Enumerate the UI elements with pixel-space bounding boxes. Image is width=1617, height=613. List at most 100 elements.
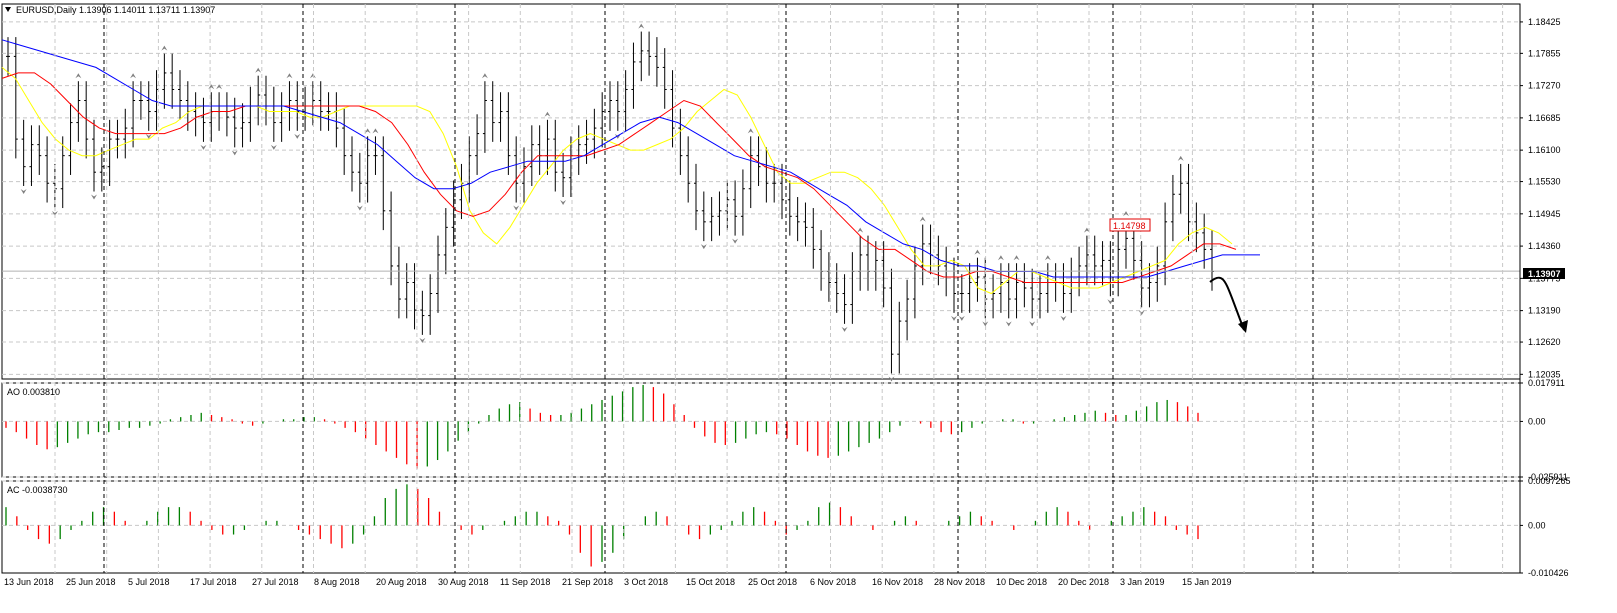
marked-price-box — [1109, 218, 1151, 232]
fractal-up-icon — [161, 45, 168, 51]
y-tick-label: 1.14945 — [1528, 209, 1561, 219]
fractal-down-icon — [20, 188, 27, 194]
y-tick-label: 1.12620 — [1528, 337, 1561, 347]
y-tick-label: -0.010426 — [1528, 568, 1569, 578]
x-tick-label: 11 Sep 2018 — [500, 577, 550, 587]
down-arrow-drawing[interactable] — [1209, 276, 1248, 333]
y-tick-label: 1.13190 — [1528, 306, 1561, 316]
ac-indicator-pane[interactable]: 0.0097265 0.00 -0.010426 — [1, 476, 1571, 578]
fractal-down-icon — [419, 337, 426, 343]
fractal-up-icon — [130, 73, 137, 79]
x-tick-label: 25 Oct 2018 — [748, 577, 797, 587]
chart-header: EURUSD,Daily 1.13906 1.14011 1.13711 1.1… — [5, 5, 215, 15]
fractal-up-icon — [638, 23, 645, 29]
fractal-down-icon — [294, 133, 301, 139]
y-tick-label: 0.00 — [1528, 520, 1546, 530]
ac-title: AC -0.0038730 — [7, 485, 68, 495]
fractal-down-icon — [1107, 299, 1114, 305]
fractal-down-icon — [951, 315, 957, 321]
moving-average-ma_mid — [1, 72, 1237, 283]
y-tick-label: 1.18425 — [1528, 17, 1561, 27]
fractal-down-icon — [700, 244, 707, 250]
fractal-down-icon — [1005, 321, 1012, 327]
current-price-text: 1.13907 — [1528, 269, 1561, 279]
fractal-down-icon — [958, 315, 965, 321]
y-tick-label: 1.14360 — [1528, 241, 1561, 251]
x-tick-label: 6 Nov 2018 — [810, 577, 856, 587]
fractal-up-icon — [309, 73, 316, 79]
pane-frame — [1, 3, 1521, 380]
ac-header: AC -0.0038730 — [7, 485, 68, 495]
marked-price-label[interactable]: 1.14798 — [1109, 218, 1151, 232]
fractal-up-icon — [919, 216, 926, 222]
y-tick-label: -0.025911 — [1528, 472, 1568, 482]
pane-frame — [1, 382, 1521, 478]
current-price-tag — [1523, 268, 1565, 279]
y-tick-label: 1.16100 — [1528, 145, 1561, 155]
fractal-up-icon — [1044, 255, 1051, 261]
ao-title: AO 0.003810 — [7, 387, 60, 397]
y-tick-label: 1.17855 — [1528, 48, 1561, 58]
fractal-up-icon — [1083, 227, 1090, 233]
fractal-down-icon — [1060, 315, 1067, 321]
y-tick-label: 0.017911 — [1528, 378, 1565, 388]
fractal-up-icon — [1123, 211, 1129, 217]
fractal-up-icon — [372, 128, 379, 134]
y-tick-label: 1.15530 — [1528, 177, 1561, 187]
fractal-up-icon — [974, 249, 981, 255]
fractal-down-icon — [1029, 321, 1036, 327]
fractal-down-icon — [982, 321, 989, 327]
fractal-down-icon — [51, 211, 58, 217]
x-tick-label: 10 Dec 2018 — [996, 577, 1047, 587]
symbol-header: EURUSD,Daily 1.13906 1.14011 1.13711 1.1… — [16, 5, 215, 15]
x-tick-label: 13 Jun 2018 — [4, 577, 54, 587]
fractal-down-icon — [732, 238, 739, 244]
x-tick-label: 28 Nov 2018 — [934, 577, 985, 587]
fractal-up-icon — [255, 67, 262, 73]
ao-header: AO 0.003810 — [7, 387, 60, 397]
ao-indicator-pane[interactable]: 0.017911 0.00 -0.025911 — [1, 378, 1568, 482]
x-tick-label: 30 Aug 2018 — [438, 577, 489, 587]
x-tick-label: 17 Jul 2018 — [190, 577, 237, 587]
moving-average-ma_slow — [1, 39, 1260, 278]
fractal-down-icon — [513, 205, 520, 211]
fractal-down-icon — [841, 326, 848, 332]
x-tick-label: 15 Oct 2018 — [686, 577, 735, 587]
fractal-up-icon — [208, 84, 215, 90]
fractal-down-icon — [270, 144, 277, 150]
x-tick-label: 8 Aug 2018 — [314, 577, 360, 587]
marked-price-text: 1.14798 — [1113, 221, 1146, 231]
y-tick-label: 0.00 — [1528, 416, 1546, 426]
price-tag-group: 1.13907 — [1523, 268, 1565, 279]
x-tick-label: 20 Aug 2018 — [376, 577, 427, 587]
y-tick-label: 1.16685 — [1528, 113, 1561, 123]
fractal-up-icon — [75, 73, 82, 79]
y-tick-label: 0.0097265 — [1528, 476, 1571, 486]
fractal-up-icon — [364, 128, 371, 134]
y-tick-label: 1.17270 — [1528, 81, 1561, 91]
fractal-up-icon — [747, 128, 754, 134]
fractal-down-icon — [231, 150, 238, 156]
x-tick-label: 15 Jan 2019 — [1182, 577, 1232, 587]
x-tick-label: 5 Jul 2018 — [128, 577, 170, 587]
fractal-down-icon — [91, 194, 97, 200]
fractal-up-icon — [1013, 255, 1020, 261]
x-tick-label: 3 Oct 2018 — [624, 577, 668, 587]
pane-frame — [1, 480, 1521, 574]
fractal-down-icon — [145, 133, 152, 139]
y-tick-label: 1.12035 — [1528, 369, 1561, 379]
x-tick-label: 25 Jun 2018 — [66, 577, 116, 587]
fractal-up-icon — [544, 111, 551, 117]
x-tick-label: 3 Jan 2019 — [1120, 577, 1165, 587]
fractal-up-icon — [216, 84, 223, 90]
x-tick-label: 20 Dec 2018 — [1058, 577, 1109, 587]
x-tick-label: 27 Jul 2018 — [252, 577, 299, 587]
price-pane[interactable]: 1.18425 1.17855 1.17270 1.16685 1.16100 1.155… — [1, 3, 1561, 382]
down-arrow-icon[interactable] — [1209, 276, 1245, 331]
arrow-head-icon — [1238, 320, 1248, 333]
x-tick-label: 21 Sep 2018 — [562, 577, 613, 587]
collapse-triangle-icon[interactable] — [5, 7, 11, 12]
fractal-down-icon — [200, 144, 207, 150]
time-axis: 13 Jun 2018 25 Jun 2018 5 Jul 2018 17 Jul 2… — [2, 4, 1521, 587]
